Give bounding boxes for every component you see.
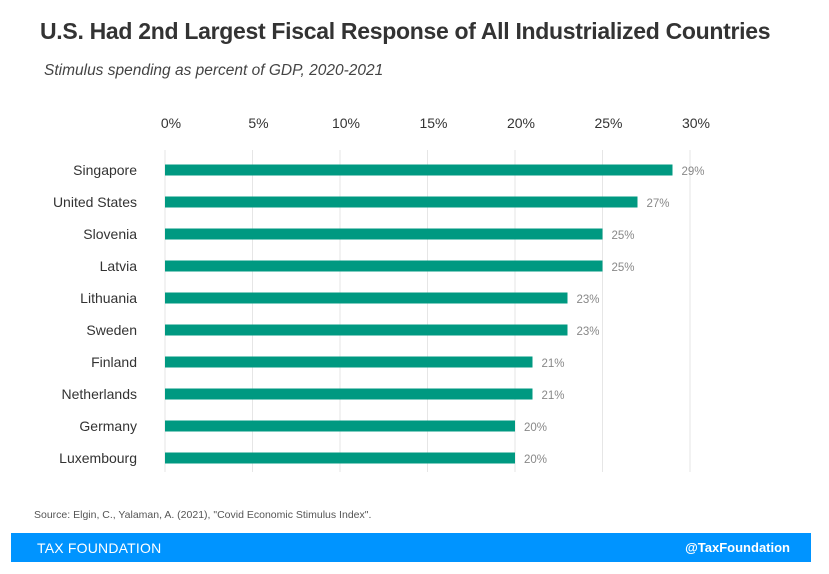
data-label: 20% <box>524 422 547 434</box>
bar <box>165 324 568 336</box>
source-note: Source: Elgin, C., Yalaman, A. (2021), "… <box>34 509 372 521</box>
category-label: Slovenia <box>83 226 137 242</box>
bar <box>165 388 533 400</box>
bar <box>165 452 515 464</box>
x-tick-label: 30% <box>682 115 710 131</box>
x-tick-label: 0% <box>161 115 181 131</box>
bar <box>165 292 568 304</box>
data-label: 20% <box>524 454 547 466</box>
x-tick-label: 5% <box>248 115 268 131</box>
data-label: 27% <box>647 198 670 210</box>
bar <box>165 260 603 272</box>
chart-subtitle: Stimulus spending as percent of GDP, 202… <box>44 62 384 79</box>
data-label: 23% <box>577 294 600 306</box>
value-labels: 29% 27% 25% 25% 23% 23% 21% 21% 20% 20% <box>524 166 705 466</box>
data-label: 21% <box>542 358 565 370</box>
category-label: Lithuania <box>80 290 137 306</box>
chart-title: U.S. Had 2nd Largest Fiscal Response of … <box>40 18 771 44</box>
x-tick-label: 10% <box>332 115 360 131</box>
x-tick-label: 15% <box>419 115 447 131</box>
bar <box>165 420 515 432</box>
footer-handle: @TaxFoundation <box>685 540 790 555</box>
category-label: Latvia <box>100 258 138 274</box>
category-label: Singapore <box>73 162 137 178</box>
bars <box>165 164 673 464</box>
bar-chart: 0% 5% 10% 15% 20% 25% 30% Singapore United Stat… <box>53 115 710 472</box>
data-label: 21% <box>542 390 565 402</box>
bar <box>165 164 673 176</box>
footer-brand: TAX FOUNDATION <box>37 540 162 556</box>
bar <box>165 196 638 208</box>
category-label: Netherlands <box>62 386 138 402</box>
category-label: Finland <box>91 354 137 370</box>
category-label: Luxembourg <box>59 450 137 466</box>
category-label: Germany <box>79 418 137 434</box>
data-label: 23% <box>577 326 600 338</box>
category-label: Sweden <box>86 322 137 338</box>
bar <box>165 356 533 368</box>
x-tick-label: 25% <box>594 115 622 131</box>
data-label: 25% <box>612 262 635 274</box>
data-label: 29% <box>682 166 705 178</box>
x-axis-ticks: 0% 5% 10% 15% 20% 25% 30% <box>161 115 710 131</box>
category-label: United States <box>53 194 137 210</box>
category-labels: Singapore United States Slovenia Latvia Lith… <box>53 162 137 466</box>
data-label: 25% <box>612 230 635 242</box>
footer-bar: TAX FOUNDATION @TaxFoundation <box>11 533 811 562</box>
x-tick-label: 20% <box>507 115 535 131</box>
bar <box>165 228 603 240</box>
